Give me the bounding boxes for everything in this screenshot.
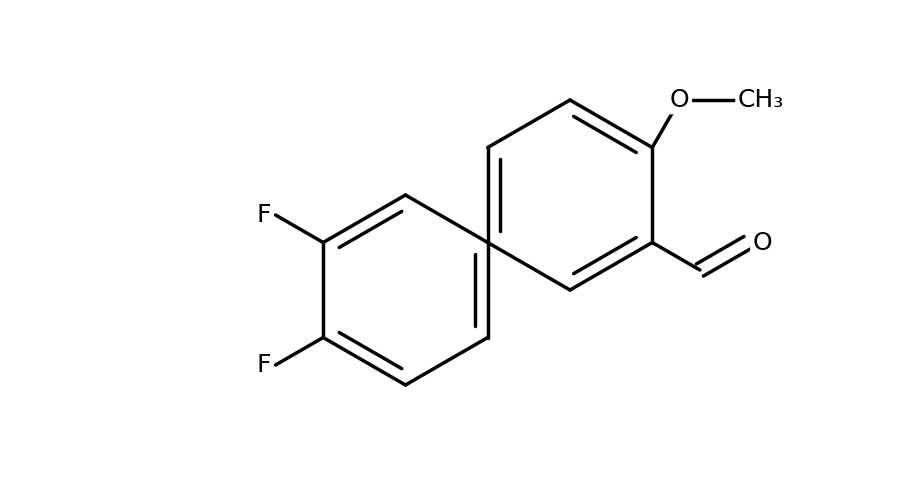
- Text: O: O: [753, 230, 772, 254]
- Text: CH₃: CH₃: [738, 88, 784, 112]
- Text: O: O: [670, 88, 689, 112]
- Text: F: F: [256, 203, 271, 227]
- Text: F: F: [256, 353, 271, 377]
